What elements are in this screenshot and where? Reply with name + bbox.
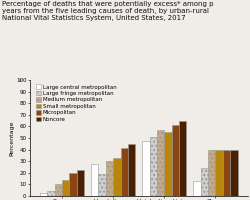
Bar [142, 141, 150, 196]
Bar [208, 150, 216, 196]
Bar [179, 121, 186, 196]
Bar [223, 150, 230, 196]
Bar [62, 180, 70, 196]
Y-axis label: Percentage: Percentage [10, 120, 15, 156]
Bar [201, 168, 208, 196]
Bar [150, 137, 157, 196]
Bar [55, 184, 62, 196]
Bar [120, 148, 128, 196]
Bar [157, 130, 164, 196]
Bar [128, 144, 135, 196]
Legend: Large central metropolitan, Large fringe metropolitan, Medium metropolitan, Smal: Large central metropolitan, Large fringe… [35, 84, 117, 122]
Text: Percentage of deaths that were potentially excess* among p
years from the five l: Percentage of deaths that were potential… [2, 1, 214, 21]
Bar [230, 150, 237, 196]
Bar [70, 173, 77, 196]
Bar [193, 181, 201, 196]
Bar [40, 193, 47, 196]
Bar [113, 158, 120, 196]
Bar [172, 125, 179, 196]
Bar [91, 164, 98, 196]
Bar [164, 132, 172, 196]
Bar [216, 150, 223, 196]
Bar [106, 161, 113, 196]
Bar [98, 174, 106, 196]
Bar [47, 191, 55, 196]
Bar [77, 170, 84, 196]
